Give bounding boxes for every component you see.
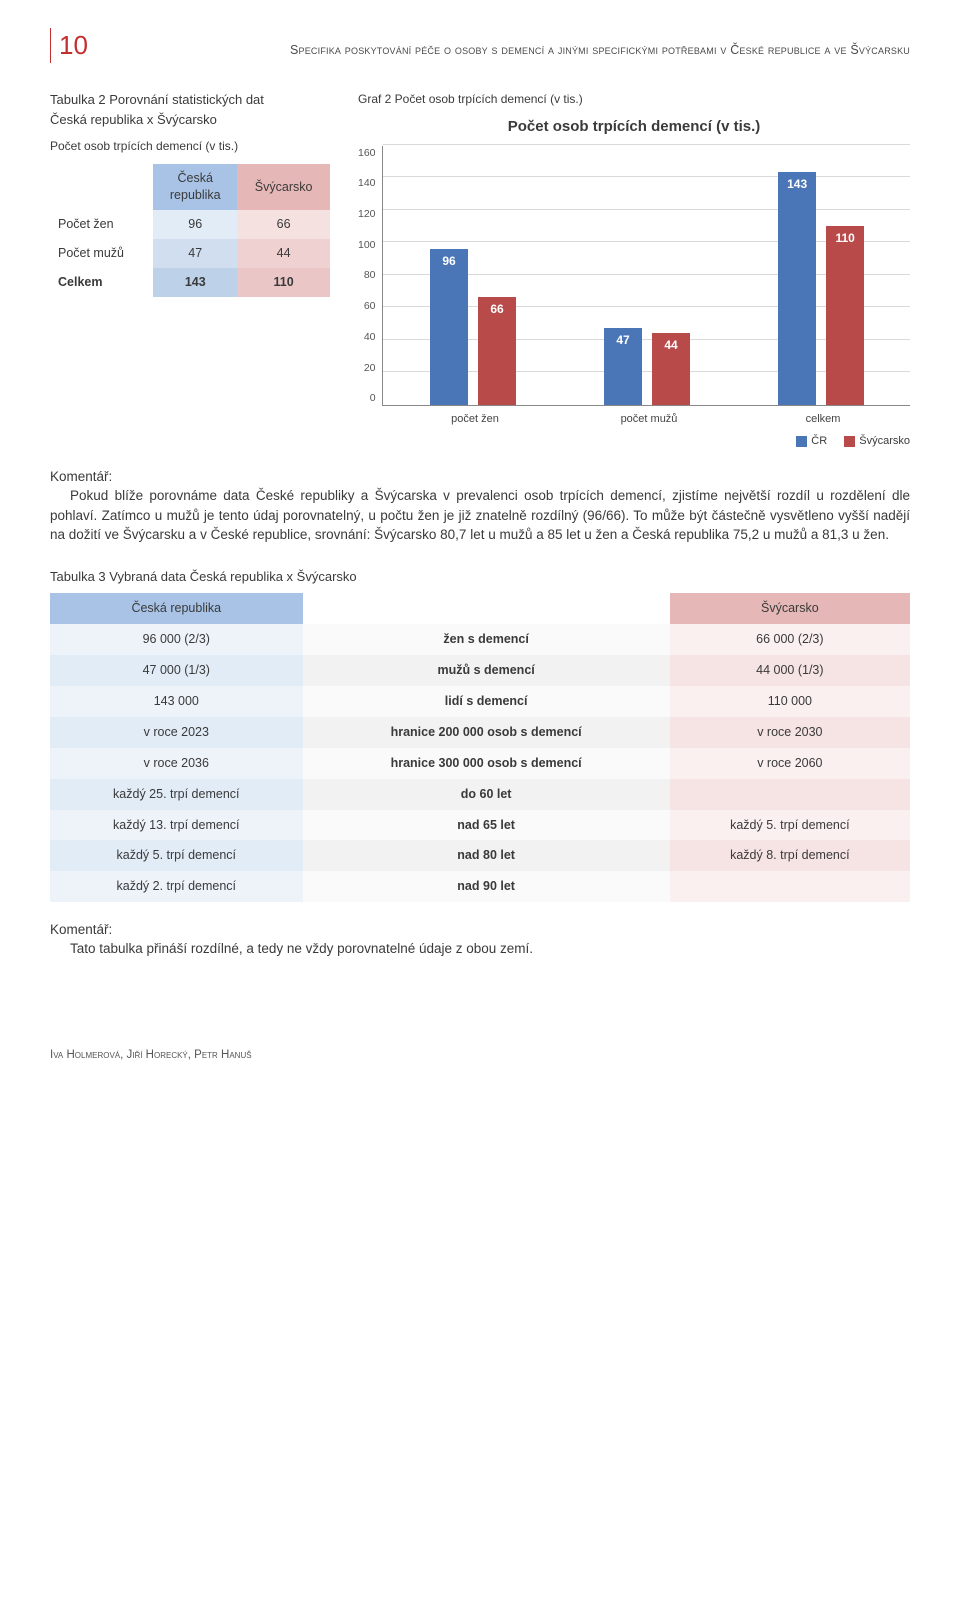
running-head: Specifika poskytování péče o osoby s dem… bbox=[108, 42, 910, 59]
y-tick: 0 bbox=[370, 391, 376, 405]
legend-label-sv: Švýcarsko bbox=[859, 435, 910, 447]
cell-sv bbox=[670, 871, 910, 902]
cell-sv: každý 5. trpí demencí bbox=[670, 810, 910, 841]
cell-cr: 143 000 bbox=[50, 686, 303, 717]
x-tick: počet mužů bbox=[562, 406, 736, 427]
y-tick: 140 bbox=[358, 176, 376, 190]
legend-label-cr: ČR bbox=[811, 435, 827, 447]
bar-value: 66 bbox=[478, 301, 516, 317]
legend-swatch-cr bbox=[796, 436, 807, 447]
cell-cr: každý 25. trpí demencí bbox=[50, 779, 303, 810]
bar-group: 143 110 bbox=[778, 172, 864, 404]
y-tick: 160 bbox=[358, 146, 376, 160]
stat-head-cr: Česká republika bbox=[153, 164, 237, 210]
table3-head-sv: Švýcarsko bbox=[670, 593, 910, 624]
table2-caption: Počet osob trpících demencí (v tis.) bbox=[50, 138, 330, 154]
cell-cr: každý 13. trpí demencí bbox=[50, 810, 303, 841]
cell-cr: každý 5. trpí demencí bbox=[50, 840, 303, 871]
y-tick: 20 bbox=[364, 361, 376, 375]
x-axis-labels: počet ženpočet mužůcelkem bbox=[388, 406, 910, 427]
cell-mid: hranice 200 000 osob s demencí bbox=[303, 717, 670, 748]
cell-cr: 96 000 (2/3) bbox=[50, 624, 303, 655]
bar-value: 44 bbox=[652, 337, 690, 353]
commentary2-heading: Komentář: bbox=[50, 920, 910, 939]
footer-authors: Iva Holmerová, Jiří Horecký, Petr Hanuš bbox=[50, 1048, 910, 1064]
bar-value: 96 bbox=[430, 253, 468, 269]
stat-head-sv: Švýcarsko bbox=[237, 164, 330, 210]
cell-mid: mužů s demencí bbox=[303, 655, 670, 686]
chart-plot: 96 66 47 44 143 110 bbox=[382, 146, 910, 406]
table-row: každý 5. trpí demencínad 80 letkaždý 8. … bbox=[50, 840, 910, 871]
y-tick: 120 bbox=[358, 207, 376, 221]
commentary2-text: Tato tabulka přináší rozdílné, a tedy ne… bbox=[50, 939, 910, 958]
cell-mid: do 60 let bbox=[303, 779, 670, 810]
cell-mid: žen s demencí bbox=[303, 624, 670, 655]
table3-head-cr: Česká republika bbox=[50, 593, 303, 624]
table-row: 47 000 (1/3)mužů s demencí44 000 (1/3) bbox=[50, 655, 910, 686]
table2-subtitle: Česká republika x Švýcarsko bbox=[50, 111, 330, 129]
commentary1-heading: Komentář: bbox=[50, 467, 910, 486]
bar-value: 110 bbox=[826, 230, 864, 246]
table-row: v roce 2023hranice 200 000 osob s demenc… bbox=[50, 717, 910, 748]
bar-value: 47 bbox=[604, 332, 642, 348]
bar-group: 47 44 bbox=[604, 328, 690, 404]
cell-cr: v roce 2023 bbox=[50, 717, 303, 748]
cell-mid: hranice 300 000 osob s demencí bbox=[303, 748, 670, 779]
cell-sv: 110 000 bbox=[670, 686, 910, 717]
table-row: Počet žen9666 bbox=[50, 210, 330, 239]
y-tick: 60 bbox=[364, 299, 376, 313]
table3-title: Tabulka 3 Vybraná data Česká republika x… bbox=[50, 568, 910, 586]
stat-table: Česká republika Švýcarsko Počet žen9666 … bbox=[50, 164, 330, 296]
x-tick: počet žen bbox=[388, 406, 562, 427]
chart-title: Počet osob trpících demencí (v tis.) bbox=[358, 117, 910, 137]
cell-sv: 66 000 (2/3) bbox=[670, 624, 910, 655]
cell-cr: 47 000 (1/3) bbox=[50, 655, 303, 686]
table-row: 96 000 (2/3)žen s demencí66 000 (2/3) bbox=[50, 624, 910, 655]
table-row: každý 25. trpí demencído 60 let bbox=[50, 779, 910, 810]
cell-sv: každý 8. trpí demencí bbox=[670, 840, 910, 871]
cell-mid: nad 65 let bbox=[303, 810, 670, 841]
wide-table: Česká republika Švýcarsko 96 000 (2/3)že… bbox=[50, 593, 910, 902]
x-tick: celkem bbox=[736, 406, 910, 427]
cell-cr: v roce 2036 bbox=[50, 748, 303, 779]
cell-sv: v roce 2060 bbox=[670, 748, 910, 779]
table-row: 143 000lidí s demencí110 000 bbox=[50, 686, 910, 717]
bar: 44 bbox=[652, 333, 690, 405]
table-row: Počet mužů4744 bbox=[50, 239, 330, 268]
table2-title: Tabulka 2 Porovnání statistických dat bbox=[50, 91, 330, 109]
legend-swatch-sv bbox=[844, 436, 855, 447]
commentary1-text: Pokud blíže porovnáme data České republi… bbox=[50, 486, 910, 543]
cell-sv: 44 000 (1/3) bbox=[670, 655, 910, 686]
cell-sv: v roce 2030 bbox=[670, 717, 910, 748]
bar-group: 96 66 bbox=[430, 249, 516, 405]
table-row: v roce 2036hranice 300 000 osob s demenc… bbox=[50, 748, 910, 779]
cell-mid: lidí s demencí bbox=[303, 686, 670, 717]
y-tick: 80 bbox=[364, 268, 376, 282]
table-row: každý 13. trpí demencínad 65 letkaždý 5.… bbox=[50, 810, 910, 841]
chart-caption: Graf 2 Počet osob trpících demencí (v ti… bbox=[358, 91, 910, 107]
table-row: Celkem143110 bbox=[50, 268, 330, 297]
chart-legend: ČR Švýcarsko bbox=[358, 434, 910, 449]
cell-sv bbox=[670, 779, 910, 810]
y-tick: 100 bbox=[358, 238, 376, 252]
bar: 66 bbox=[478, 297, 516, 404]
bar-chart: 160 140 120 100 80 60 40 20 0 96 66 47 44 143 110 bbox=[358, 146, 910, 406]
bar-value: 143 bbox=[778, 176, 816, 192]
cell-cr: každý 2. trpí demencí bbox=[50, 871, 303, 902]
bar: 96 bbox=[430, 249, 468, 405]
bar: 143 bbox=[778, 172, 816, 404]
cell-mid: nad 90 let bbox=[303, 871, 670, 902]
bar: 110 bbox=[826, 226, 864, 405]
bar: 47 bbox=[604, 328, 642, 404]
y-tick: 40 bbox=[364, 330, 376, 344]
table-row: každý 2. trpí demencínad 90 let bbox=[50, 871, 910, 902]
cell-mid: nad 80 let bbox=[303, 840, 670, 871]
page-number: 10 bbox=[50, 28, 88, 63]
y-axis: 160 140 120 100 80 60 40 20 0 bbox=[358, 146, 382, 406]
